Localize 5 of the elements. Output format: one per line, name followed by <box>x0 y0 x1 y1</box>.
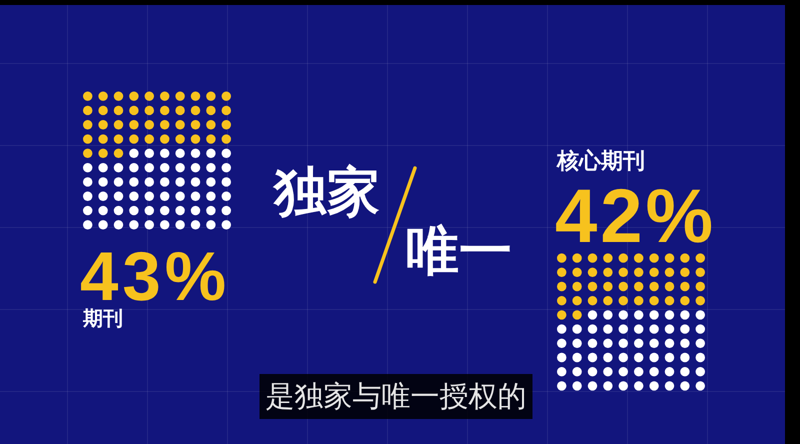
category-label: 核心期刊 <box>557 149 645 174</box>
text: 唯一 <box>406 221 512 282</box>
text: 是独家与唯一授权的 <box>260 374 532 419</box>
data-label: 42% <box>555 174 716 259</box>
text: 独家 <box>274 162 380 223</box>
